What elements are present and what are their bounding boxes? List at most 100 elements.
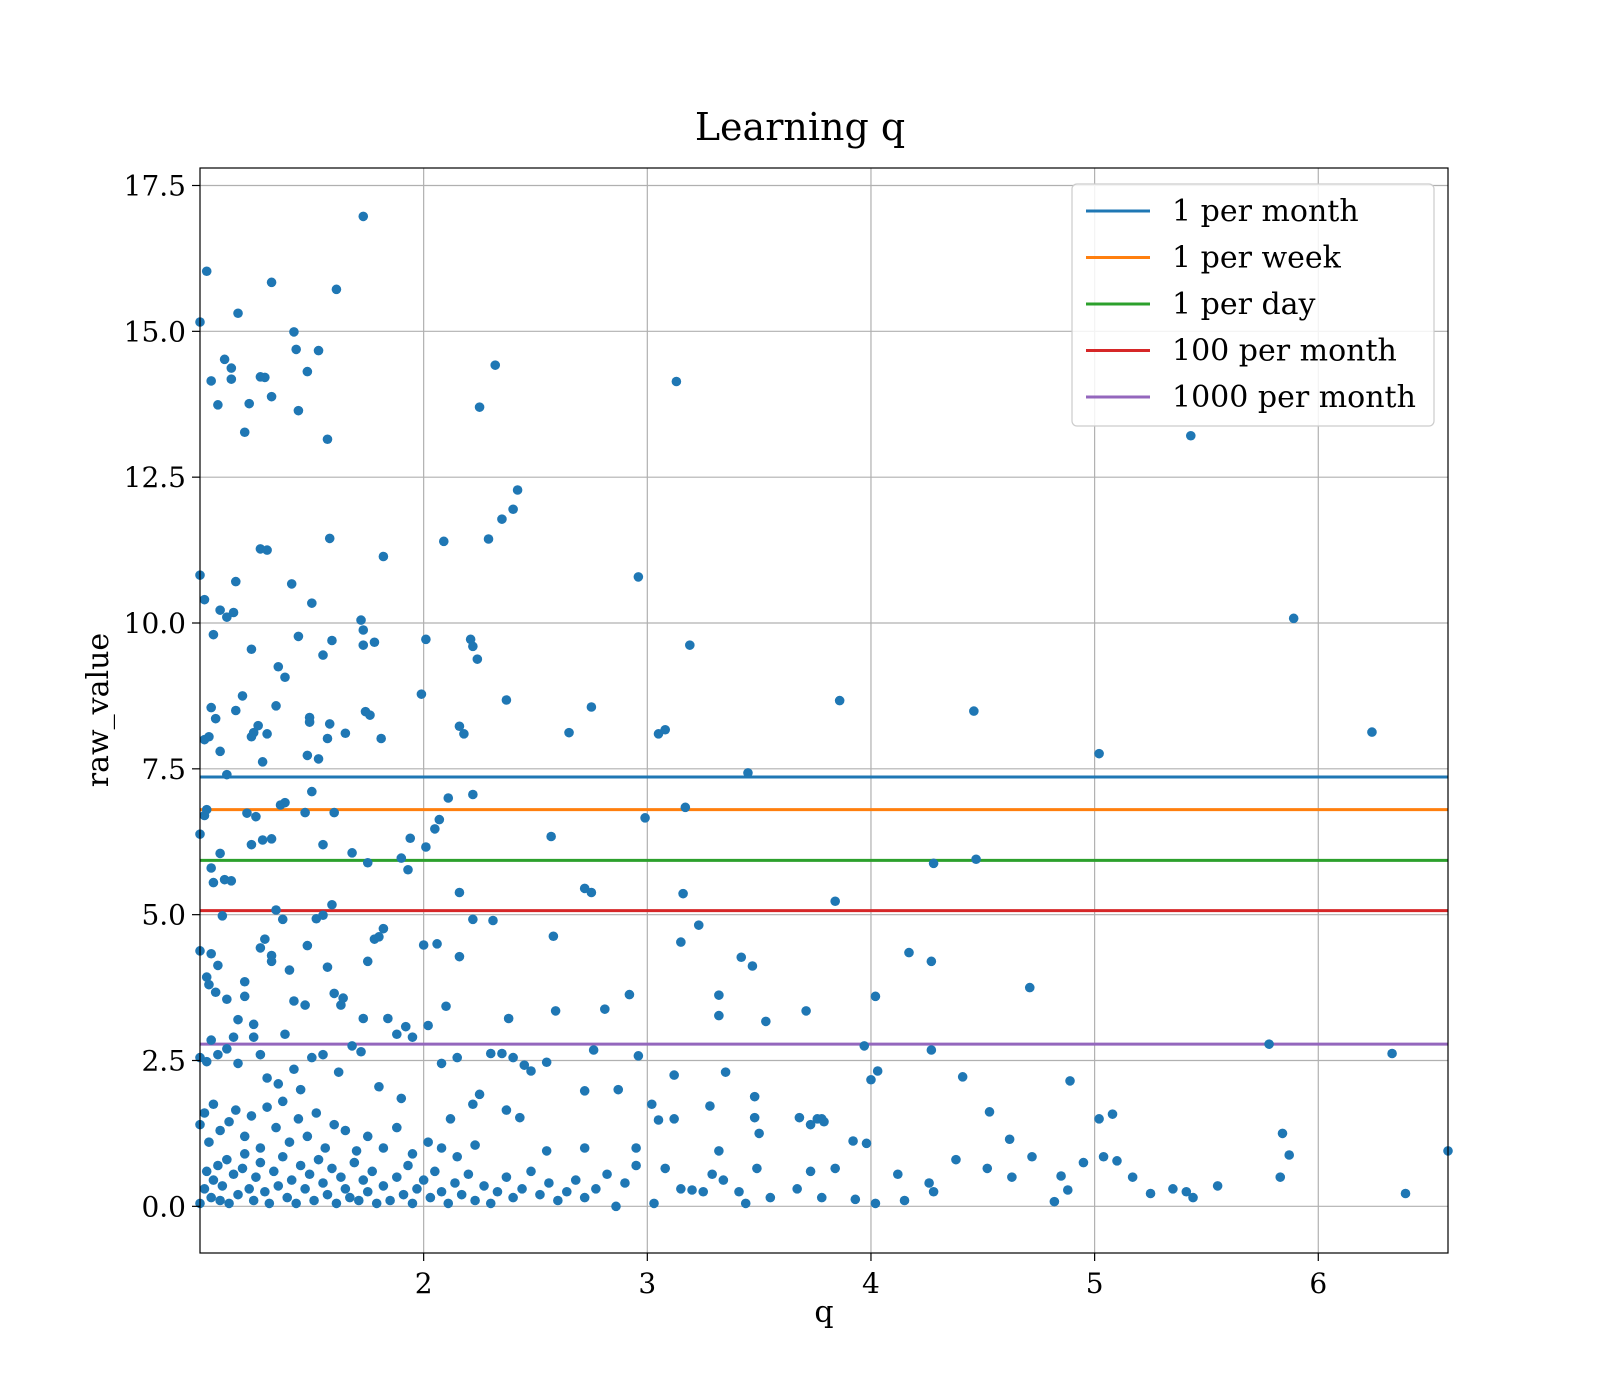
data-point (347, 1041, 357, 1051)
data-point (362, 1131, 373, 1142)
data-point (421, 634, 431, 645)
data-point (646, 1099, 657, 1110)
data-point (320, 1143, 331, 1153)
data-point (588, 1045, 599, 1055)
data-point (421, 842, 431, 852)
data-point (262, 729, 272, 739)
data-point (620, 1178, 630, 1188)
x-axis-ticks: 2 3 4 5 6 (415, 1253, 1327, 1300)
data-point (262, 1102, 272, 1112)
data-point (443, 1198, 454, 1209)
data-point (322, 434, 333, 445)
data-point (680, 802, 691, 813)
data-point (613, 1084, 624, 1095)
chart-title: Learning q (695, 105, 905, 149)
data-point (271, 701, 281, 711)
data-point (546, 831, 556, 842)
data-point (861, 1138, 872, 1149)
data-point (969, 706, 979, 716)
data-point (685, 640, 695, 650)
data-point (304, 717, 315, 727)
data-point (508, 1192, 518, 1203)
data-point (926, 1045, 937, 1055)
data-point (222, 612, 232, 622)
data-point (266, 956, 277, 967)
data-point (244, 398, 255, 409)
data-point (289, 1064, 299, 1075)
data-point (687, 1185, 697, 1195)
data-point (199, 594, 210, 605)
data-point (430, 1166, 440, 1177)
data-point (396, 853, 407, 863)
data-point (1027, 1151, 1037, 1162)
data-point (870, 991, 881, 1002)
data-point (403, 1160, 413, 1171)
data-point (293, 405, 304, 416)
data-point (199, 1108, 210, 1118)
data-point (233, 308, 243, 319)
data-point (734, 1186, 744, 1197)
data-point (816, 1192, 827, 1203)
data-point (850, 1194, 861, 1205)
data-point (318, 1178, 328, 1188)
data-point (302, 750, 313, 761)
legend-box (1071, 183, 1435, 427)
data-point (535, 1189, 545, 1200)
data-point (740, 1198, 751, 1209)
data-point (541, 1146, 552, 1156)
data-point (260, 372, 270, 383)
data-point (228, 1032, 239, 1042)
data-point (248, 1019, 259, 1030)
data-point (479, 1181, 489, 1191)
data-point (206, 702, 216, 713)
data-point (269, 1166, 279, 1177)
data-point (302, 366, 313, 377)
data-point (761, 1016, 771, 1027)
data-point (441, 1001, 451, 1012)
data-point (794, 1112, 805, 1123)
data-point (302, 940, 313, 951)
y-tick-label: 0.0 (141, 1190, 186, 1223)
data-point (307, 786, 317, 797)
data-point (488, 915, 498, 926)
data-point (338, 993, 348, 1003)
data-point (362, 857, 373, 868)
data-point (365, 710, 375, 720)
data-point (403, 864, 413, 875)
data-point (1400, 1188, 1411, 1199)
data-point (671, 376, 682, 387)
data-point (266, 277, 277, 288)
data-point (378, 923, 389, 934)
y-tick-label: 10.0 (124, 607, 186, 640)
data-point (515, 1112, 525, 1123)
data-point (678, 888, 688, 899)
data-point (720, 1067, 731, 1077)
data-point (1212, 1181, 1223, 1191)
data-point (1112, 1156, 1122, 1166)
data-point (257, 835, 268, 845)
data-point (322, 962, 333, 972)
data-point (512, 485, 523, 495)
data-point (213, 960, 223, 971)
data-point (282, 1192, 293, 1203)
data-point (1065, 1076, 1075, 1086)
data-point (870, 1198, 881, 1209)
data-point (327, 899, 337, 910)
data-point (217, 1181, 228, 1191)
data-point (277, 914, 288, 925)
data-point (199, 1184, 210, 1194)
data-point (579, 1086, 590, 1096)
data-point (805, 1166, 816, 1177)
data-point (248, 1195, 259, 1206)
data-point (423, 1020, 433, 1031)
data-point (749, 1112, 760, 1123)
data-point (358, 625, 369, 635)
data-point (239, 427, 250, 438)
data-point (318, 650, 328, 660)
data-point (570, 1175, 581, 1185)
data-point (1107, 1109, 1118, 1119)
data-point (749, 1091, 760, 1102)
x-tick-label: 3 (638, 1267, 656, 1300)
reference-lines (200, 775, 1448, 1046)
data-point (329, 807, 339, 818)
